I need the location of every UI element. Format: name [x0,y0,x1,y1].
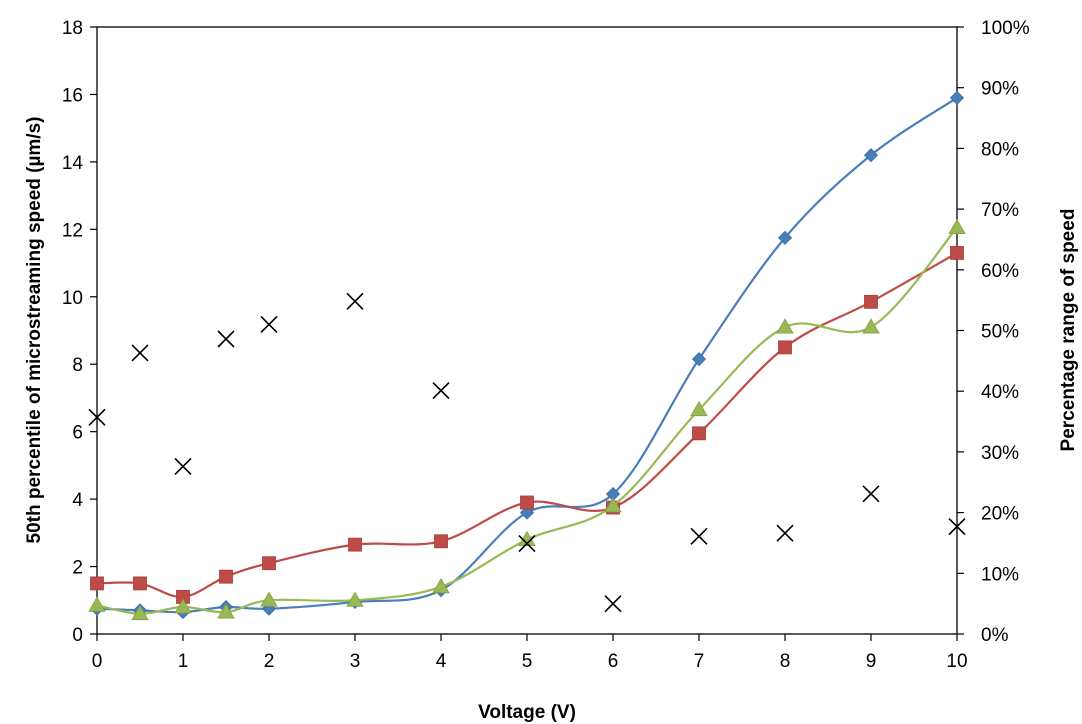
y2-tick-label: 80% [981,139,1019,160]
series-triangle [88,218,966,621]
x-tick-label: 6 [608,651,619,672]
series-layer [88,90,966,621]
data-point-triangle [88,596,106,612]
data-point-square [520,495,534,510]
data-point-square [864,294,878,309]
data-point-triangle [690,400,708,417]
y-tick-label: 12 [62,220,83,241]
x-axis-ticks: 0 1 2 3 4 5 6 7 8 9 10 [92,634,968,672]
y-tick-label: 14 [62,153,84,174]
y2-tick-label: 100% [981,18,1030,39]
y2-tick-label: 20% [981,504,1019,525]
data-point-triangle [948,218,966,235]
data-point-triangle [131,604,149,621]
y2-axis-title: Percentage range of speed [1058,209,1079,452]
data-point-square [90,576,104,591]
data-point-square [434,534,448,549]
data-point-square [262,556,276,571]
y-tick-label: 6 [72,423,83,444]
y2-tick-label: 40% [981,382,1019,403]
x-tick-label: 3 [350,651,361,672]
x-tick-label: 9 [866,651,877,672]
data-point-x [518,534,536,553]
data-point-diamond [691,352,707,367]
data-point-x [776,524,794,542]
data-point-x [174,457,192,476]
data-point-triangle [776,318,794,334]
data-point-diamond [777,230,793,245]
data-point-triangle [260,591,278,607]
series-line [96,226,958,615]
y-tick-label: 18 [62,18,83,39]
data-point-x [604,595,622,613]
data-point-square [950,246,964,260]
data-point-diamond [863,148,879,163]
data-point-x [217,330,235,348]
x-tick-label: 2 [264,651,275,672]
series-x [88,292,966,613]
x-tick-label: 0 [92,651,103,672]
y-tick-label: 8 [72,355,83,376]
data-point-triangle [174,598,192,614]
data-point-square [778,340,792,355]
data-point-square [348,537,362,552]
y-axis-title: 50th percentile of microstreaming speed … [24,117,45,544]
data-point-triangle [346,591,364,607]
y2-tick-label: 50% [981,322,1019,343]
data-point-diamond [949,90,965,105]
y-tick-label: 4 [72,490,83,511]
x-tick-label: 7 [694,651,705,672]
y2-tick-label: 30% [981,443,1019,464]
data-point-square [133,576,147,591]
data-point-square [692,426,706,441]
x-tick-label: 8 [780,651,791,672]
y-tick-label: 10 [62,288,83,309]
data-point-triangle [217,603,235,619]
data-point-x [432,382,450,400]
x-axis-title: Voltage (V) [478,702,576,723]
data-point-triangle [432,577,450,594]
data-point-triangle [862,318,880,334]
data-point-x [346,292,364,310]
data-point-x [131,344,149,362]
y2-tick-label: 70% [981,200,1019,221]
series-square [90,246,964,604]
y2-tick-label: 10% [981,564,1019,585]
y2-axis-ticks: 0% 10% 20% 30% 40% 50% 60% 70% 80% 90% 100% [957,18,1030,646]
y-axis-ticks: 0 2 4 6 8 10 12 14 16 18 [62,18,97,646]
data-point-x [948,517,966,536]
y2-tick-label: 0% [981,625,1009,646]
y2-tick-label: 90% [981,79,1019,100]
data-point-x [88,408,106,426]
x-tick-label: 5 [522,651,533,672]
data-point-triangle [604,497,622,513]
x-tick-label: 4 [436,651,447,672]
y-tick-label: 2 [72,558,83,579]
x-tick-label: 1 [178,651,189,672]
data-point-x [260,315,278,333]
data-point-square [219,569,233,584]
data-point-x [862,485,880,503]
x-tick-label: 10 [946,651,967,672]
y-tick-label: 16 [62,85,83,106]
y-tick-label: 0 [72,625,83,646]
y2-tick-label: 60% [981,261,1019,282]
data-point-x [690,527,708,545]
